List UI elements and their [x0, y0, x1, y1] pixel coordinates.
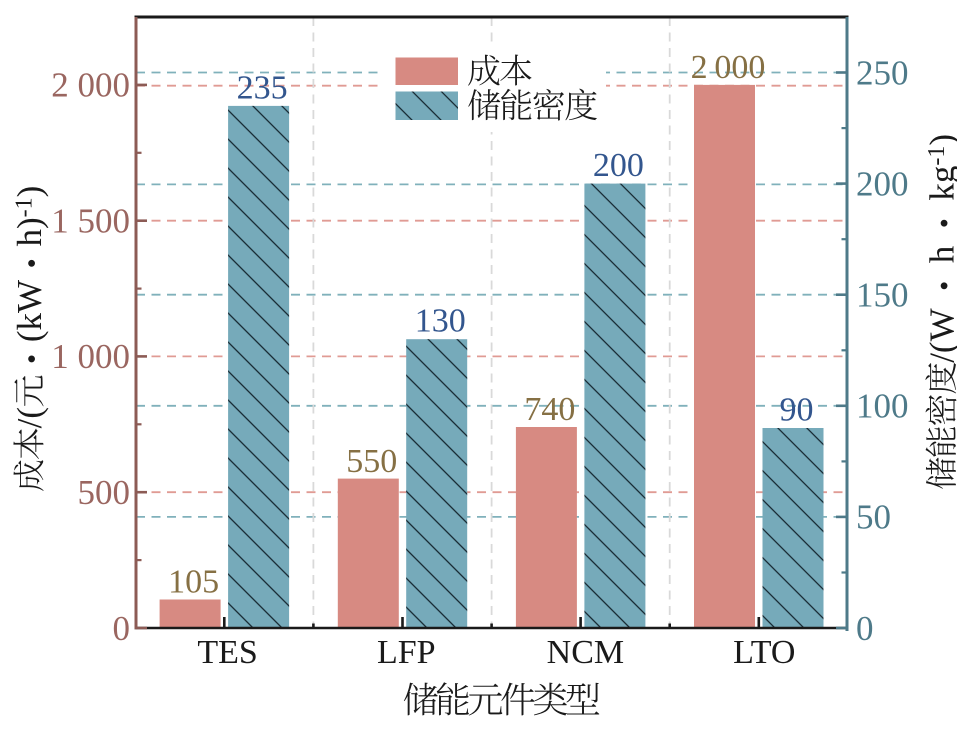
svg-text:500: 500: [78, 473, 131, 512]
svg-text:150: 150: [856, 276, 909, 315]
svg-text:550: 550: [346, 443, 397, 480]
svg-text:740: 740: [524, 391, 575, 428]
svg-text:200: 200: [856, 164, 909, 203]
svg-text:LFP: LFP: [377, 634, 436, 671]
svg-text:0: 0: [856, 609, 874, 648]
svg-text:LTO: LTO: [733, 634, 795, 671]
svg-text:NCM: NCM: [547, 634, 624, 671]
svg-text:/(W • h • kg-1): /(W • h • kg-1): [923, 134, 957, 363]
svg-text:105: 105: [168, 564, 219, 601]
svg-text:90: 90: [780, 392, 814, 429]
svg-text:/(: /(: [10, 407, 49, 428]
svg-text:• (kW • h)-1): • (kW • h)-1): [10, 186, 49, 376]
svg-text:1 000: 1 000: [51, 337, 130, 376]
svg-text:50: 50: [856, 498, 891, 537]
svg-text:0: 0: [113, 609, 131, 648]
svg-text:1 500: 1 500: [51, 202, 130, 241]
svg-text:2 000: 2 000: [51, 66, 130, 105]
svg-text:2 000: 2 000: [691, 49, 766, 86]
svg-text:250: 250: [856, 53, 909, 92]
svg-text:130: 130: [415, 303, 466, 340]
svg-text:235: 235: [237, 69, 288, 106]
svg-text:200: 200: [593, 147, 644, 184]
svg-text:TES: TES: [197, 634, 257, 671]
svg-text:100: 100: [856, 387, 909, 426]
